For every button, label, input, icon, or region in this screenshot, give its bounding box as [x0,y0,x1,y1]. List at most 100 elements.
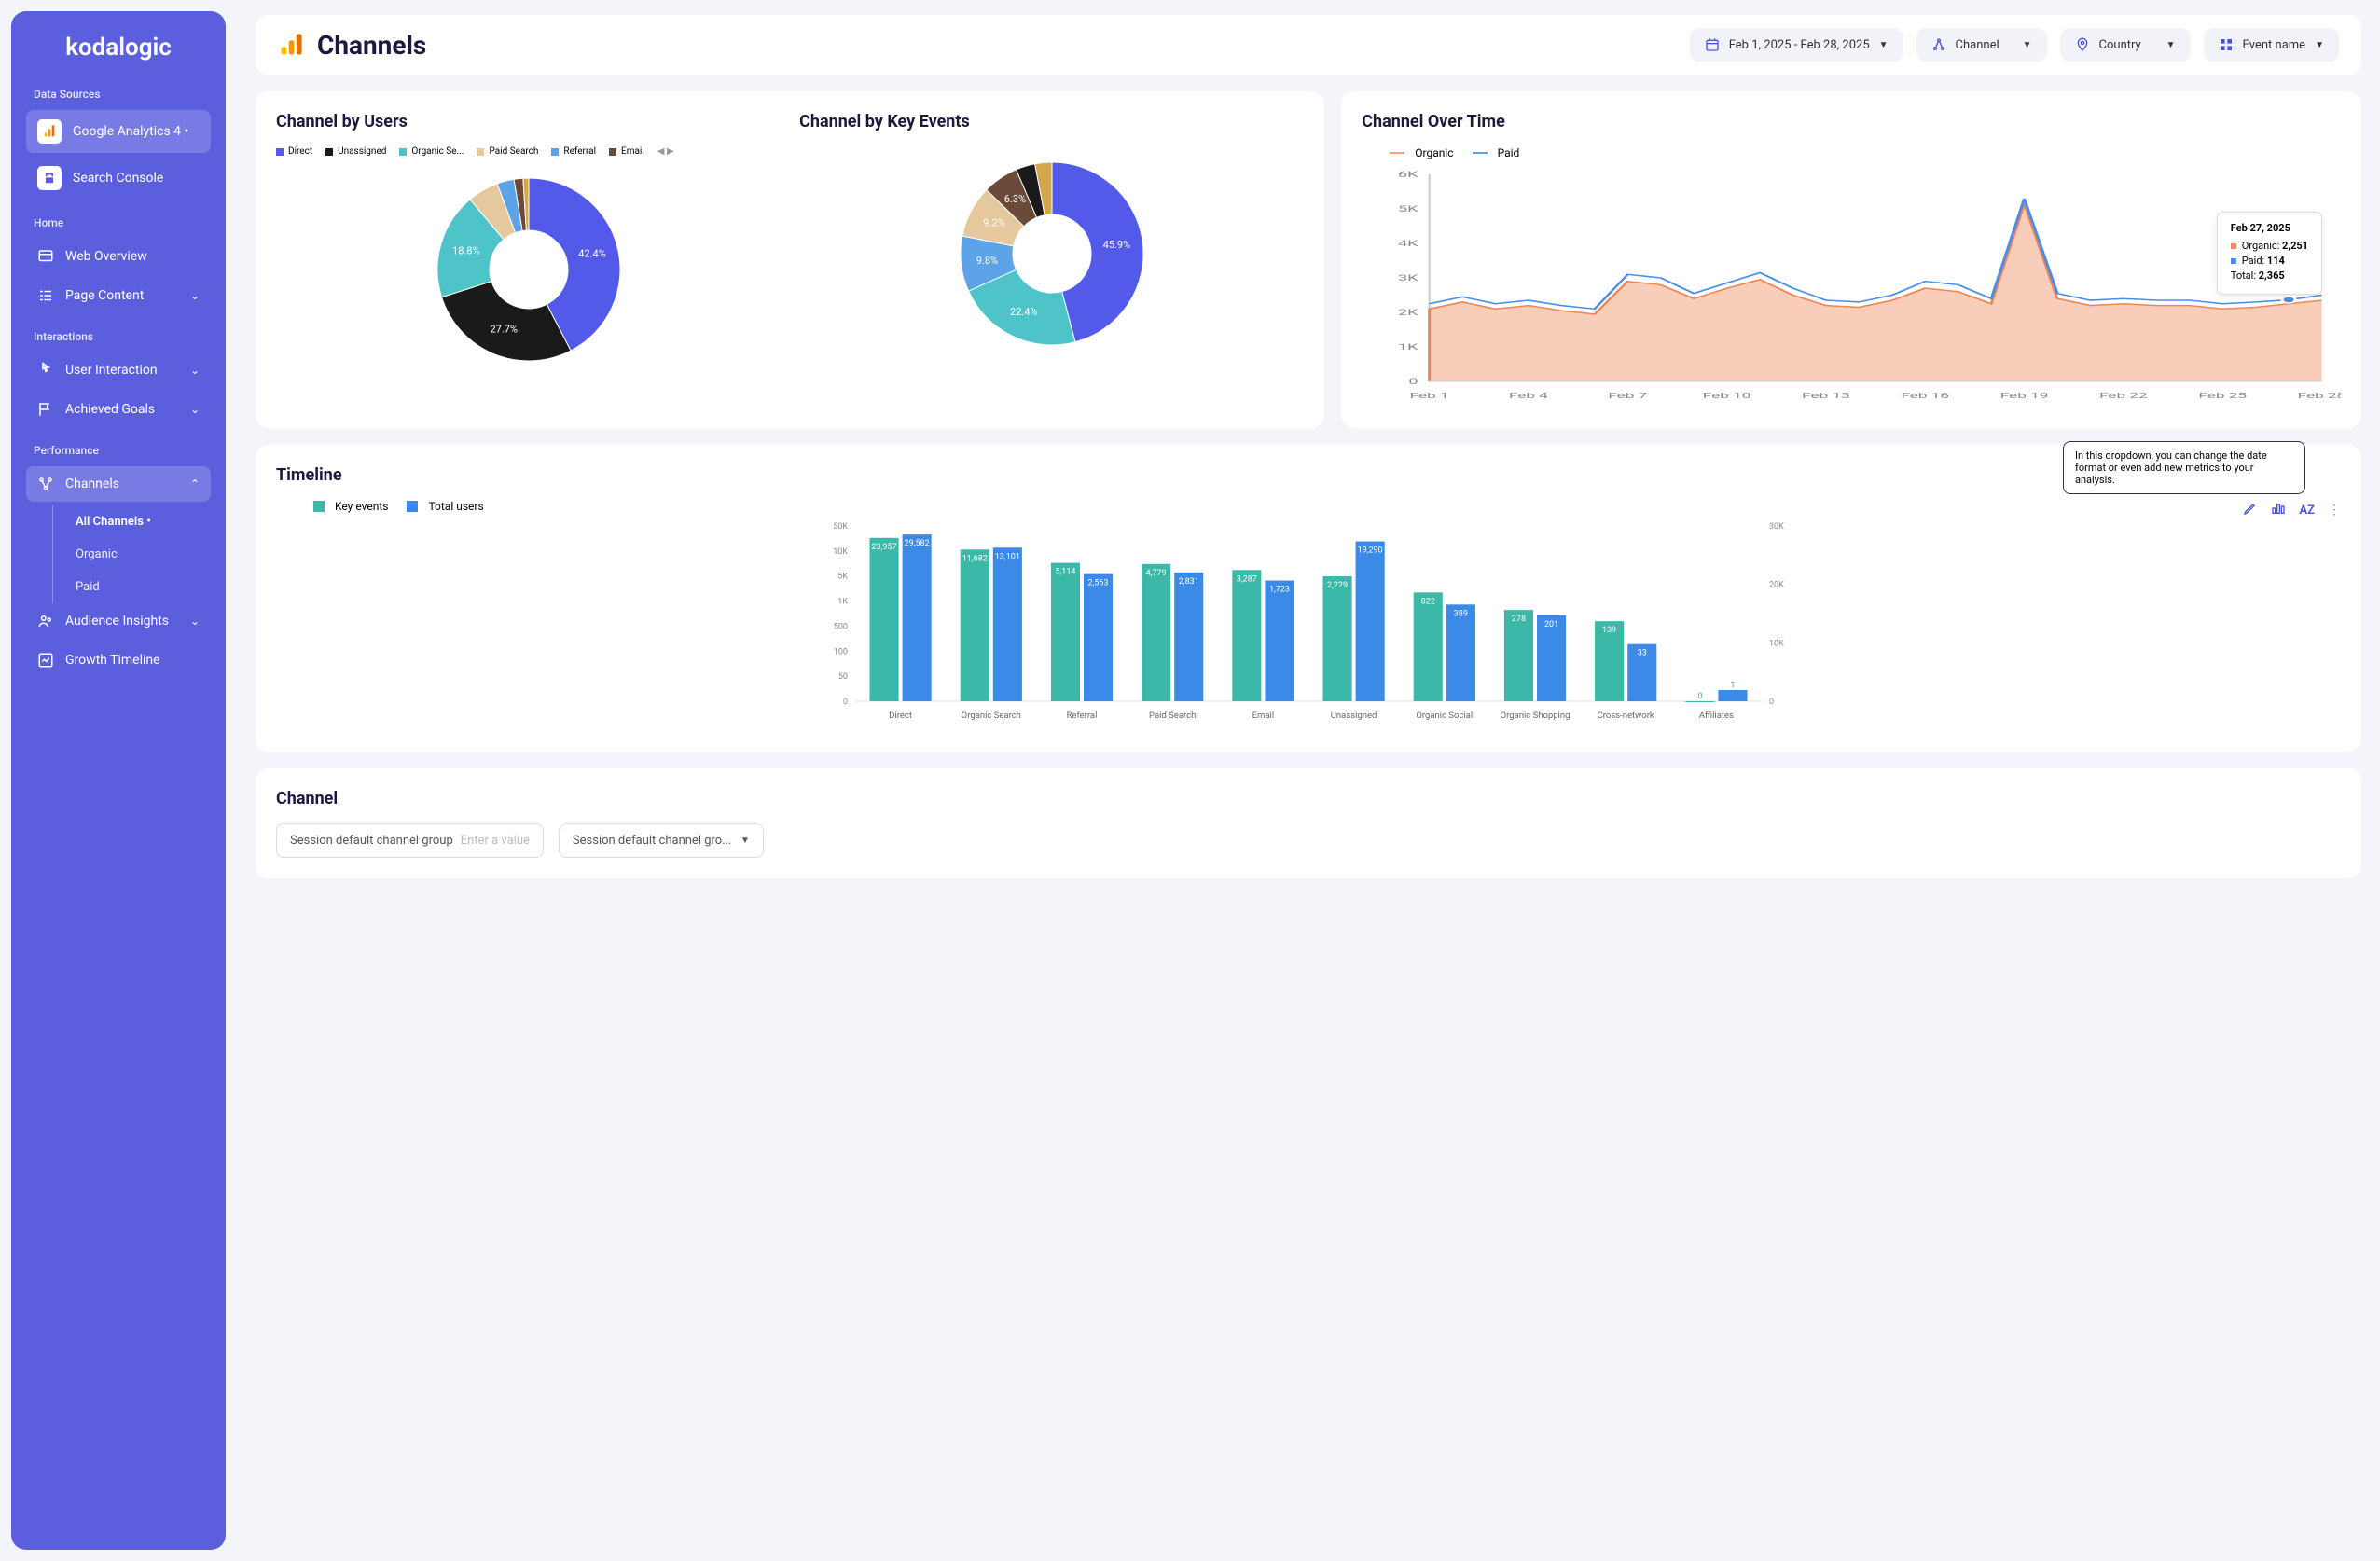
svg-text:Feb 28: Feb 28 [2298,391,2341,400]
nav-label: Page Content [65,288,144,303]
sidebar: kodalogic Data Sources Google Analytics … [11,11,226,1550]
nav-google-analytics[interactable]: Google Analytics 4 • [26,110,211,153]
sort-icon[interactable]: AZ [2299,504,2315,518]
calendar-icon [1705,37,1720,52]
area-title: Channel Over Time [1362,112,2341,131]
chevron-down-icon: ⌄ [190,364,200,377]
svg-text:Feb 10: Feb 10 [1703,391,1751,400]
nav-audience-insights[interactable]: Audience Insights ⌄ [26,603,211,639]
filter-channel[interactable]: Channel ▼ [1916,28,2047,62]
svg-text:100: 100 [834,647,848,656]
search-console-icon [37,166,62,190]
nav-channels[interactable]: Channels ⌃ [26,466,211,502]
donut-events-chart: 45.9%22.4%9.8%9.2%6.3% [945,146,1159,352]
pointer-icon [37,362,54,379]
filter-event[interactable]: Event name ▼ [2204,28,2339,62]
svg-text:Feb 1: Feb 1 [1410,391,1449,400]
card-channel-users-events: Channel by Users DirectUnassignedOrganic… [256,91,1324,428]
nav-label: Audience Insights [65,614,169,629]
chevron-down-icon: ▼ [740,836,750,846]
card-channel-over-time: Channel Over Time OrganicPaid 01K2K3K4K5… [1341,91,2361,428]
svg-text:139: 139 [1602,626,1616,635]
filter-date-label: Feb 1, 2025 - Feb 28, 2025 [1729,38,1870,52]
channel-section-title: Channel [276,789,2341,808]
svg-text:Feb 19: Feb 19 [2000,391,2049,400]
channels-icon [37,476,54,492]
channel-select-2[interactable]: Session default channel gro... ▼ [559,823,764,858]
area-legend: OrganicPaid [1362,146,2341,159]
nav-web-overview[interactable]: Web Overview [26,239,211,274]
timeline-title: Timeline [276,465,2341,485]
sub-paid[interactable]: Paid [68,571,211,603]
ga4-icon [37,119,62,144]
donut-users-title: Channel by Users [276,112,781,131]
svg-text:3K: 3K [1398,273,1418,283]
svg-text:Referral: Referral [1067,711,1098,721]
svg-text:13,101: 13,101 [995,552,1020,561]
svg-text:1,723: 1,723 [1269,586,1290,595]
svg-text:Feb 13: Feb 13 [1802,391,1850,400]
svg-text:1K: 1K [1398,342,1418,352]
nav-achieved-goals[interactable]: Achieved Goals ⌄ [26,392,211,427]
svg-text:Feb 25: Feb 25 [2199,391,2248,400]
channel-select-1[interactable]: Session default channel group Enter a va… [276,823,544,858]
svg-text:5K: 5K [1398,204,1418,214]
nav-label: Achieved Goals [65,402,155,417]
svg-text:9.2%: 9.2% [983,216,1004,228]
sub-all-channels[interactable]: All Channels • [68,505,211,538]
svg-text:5,114: 5,114 [1055,568,1075,577]
svg-text:45.9%: 45.9% [1102,239,1130,251]
svg-text:389: 389 [1454,609,1468,618]
chart-settings-icon[interactable] [2271,501,2286,519]
chevron-down-icon: ▼ [2315,40,2324,50]
donut-events-title: Channel by Key Events [799,112,1304,131]
svg-text:9.8%: 9.8% [976,255,997,267]
section-performance: Performance [34,444,203,457]
channel-icon [1931,37,1946,52]
svg-text:6.3%: 6.3% [1003,193,1025,205]
svg-text:822: 822 [1421,597,1435,606]
svg-text:Organic Shopping: Organic Shopping [1501,711,1571,721]
nav-page-content[interactable]: Page Content ⌄ [26,278,211,313]
svg-text:6K: 6K [1398,171,1418,180]
svg-text:4,779: 4,779 [1146,569,1167,578]
svg-text:2,563: 2,563 [1088,579,1109,588]
svg-text:30K: 30K [1769,522,1784,532]
select-label: Session default channel group [290,834,453,848]
nav-growth-timeline[interactable]: Growth Timeline [26,642,211,678]
nav-label: Google Analytics 4 • [73,124,188,139]
svg-text:500: 500 [834,622,848,631]
main-content: Channels Feb 1, 2025 - Feb 28, 2025 ▼ Ch… [237,0,2380,1561]
sub-organic[interactable]: Organic [68,538,211,571]
brand-logo: kodalogic [26,34,211,62]
svg-text:Organic Social: Organic Social [1416,711,1473,721]
chevron-down-icon: ▼ [2166,40,2176,50]
edit-icon[interactable] [2243,501,2258,519]
svg-text:4K: 4K [1398,239,1418,248]
svg-text:5K: 5K [837,573,848,582]
card-timeline: Timeline In this dropdown, you can chang… [256,445,2361,752]
nav-label: Search Console [73,171,163,186]
svg-text:Organic Search: Organic Search [962,711,1021,721]
nav-user-interaction[interactable]: User Interaction ⌄ [26,352,211,388]
more-icon[interactable]: ⋮ [2328,503,2341,518]
nav-search-console[interactable]: Search Console [26,157,211,200]
svg-text:50K: 50K [833,522,848,532]
card-channel-filter: Channel Session default channel group En… [256,768,2361,878]
location-icon [2075,37,2090,52]
svg-text:11,682: 11,682 [962,554,988,563]
select-placeholder: Enter a value [461,834,530,848]
svg-text:23,957: 23,957 [872,543,897,552]
svg-text:10K: 10K [833,547,848,557]
chevron-down-icon: ▼ [1879,40,1889,50]
filter-date[interactable]: Feb 1, 2025 - Feb 28, 2025 ▼ [1690,28,1903,62]
svg-text:Email: Email [1252,711,1275,721]
channels-submenu: All Channels • Organic Paid [52,505,211,603]
chevron-down-icon: ⌄ [190,403,200,416]
filter-country[interactable]: Country ▼ [2060,28,2191,62]
timeline-hint: In this dropdown, you can change the dat… [2063,441,2305,494]
section-home: Home [34,216,203,229]
ga-icon [278,32,304,58]
bar-legend: Key eventsTotal users [276,500,2341,513]
filter-channel-label: Channel [1956,38,1999,52]
